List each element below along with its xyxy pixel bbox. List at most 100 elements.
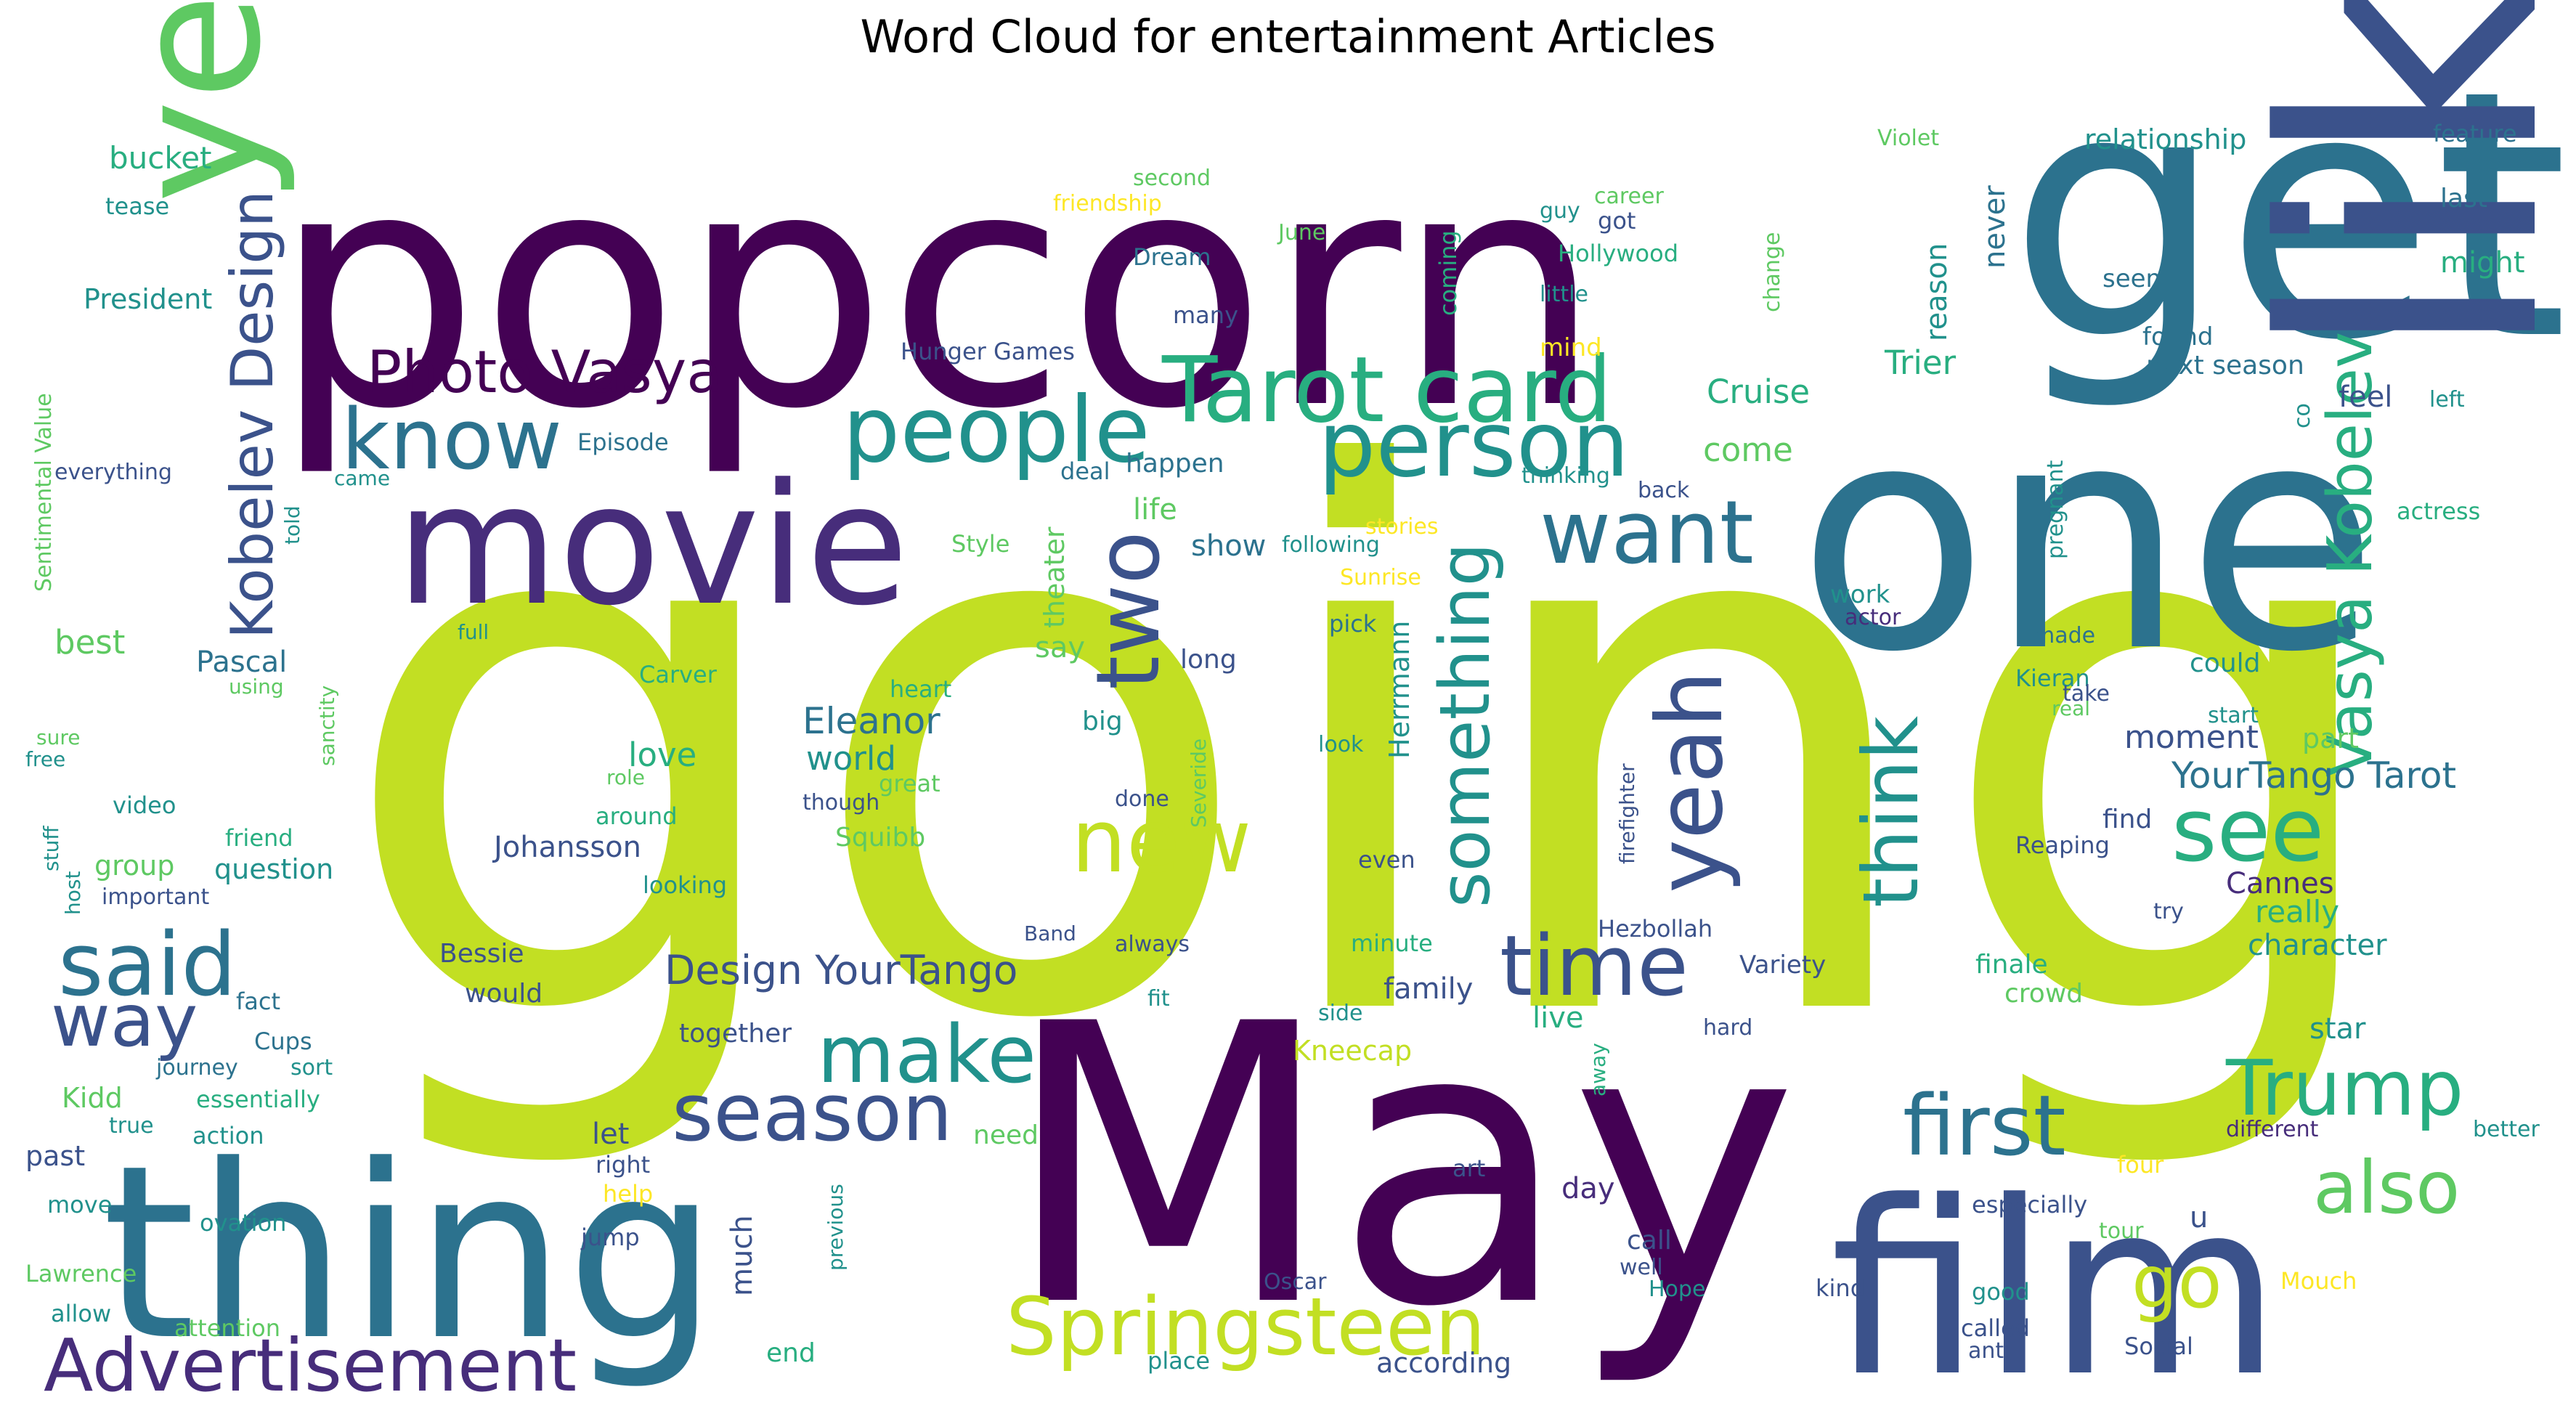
cloud-word: come bbox=[1703, 431, 1793, 469]
cloud-word: go bbox=[2132, 1240, 2222, 1324]
cloud-word: fit bbox=[1147, 986, 1170, 1012]
cloud-word: find bbox=[2102, 805, 2152, 834]
cloud-word: Tarot card bbox=[1161, 338, 1612, 443]
cloud-word: Severide bbox=[1187, 738, 1211, 828]
cloud-word: character bbox=[2248, 929, 2387, 962]
cloud-word: jump bbox=[580, 1224, 640, 1251]
cloud-word: came bbox=[334, 466, 390, 490]
cloud-word: place bbox=[1147, 1347, 1210, 1375]
cloud-word: yeah bbox=[1638, 670, 1743, 893]
cloud-word: allow bbox=[51, 1300, 111, 1327]
cloud-word: moment bbox=[2124, 719, 2259, 756]
cloud-word: see bbox=[2171, 781, 2324, 882]
cloud-word: kind bbox=[1816, 1274, 1865, 1302]
cloud-word: Bessie bbox=[439, 939, 524, 969]
cloud-word: essentially bbox=[196, 1086, 320, 1113]
cloud-word: question bbox=[214, 853, 333, 885]
cloud-word: following bbox=[1282, 532, 1380, 558]
cloud-word: Reaping bbox=[2015, 831, 2110, 859]
cloud-word: two bbox=[1078, 531, 1179, 690]
cloud-word: would bbox=[465, 979, 543, 1009]
cloud-word: little bbox=[1540, 282, 1588, 307]
cloud-word: Hollywood bbox=[1558, 240, 1678, 267]
cloud-word: much bbox=[726, 1215, 759, 1296]
cloud-word: great bbox=[879, 770, 940, 797]
cloud-word: Hunger Games bbox=[901, 338, 1075, 365]
cloud-word: Sunrise bbox=[1340, 565, 1421, 590]
cloud-word: Mouch bbox=[2280, 1267, 2357, 1295]
cloud-word: true bbox=[109, 1113, 154, 1139]
cloud-word: pick bbox=[1329, 610, 1377, 638]
cloud-word: according bbox=[1376, 1347, 1511, 1379]
cloud-word: YourTango Tarot bbox=[2171, 754, 2456, 797]
cloud-word: move bbox=[47, 1191, 112, 1218]
cloud-word: start bbox=[2208, 703, 2259, 728]
cloud-word: well bbox=[1620, 1255, 1663, 1280]
cloud-word: Style bbox=[951, 530, 1009, 558]
cloud-word: career bbox=[1594, 184, 1664, 209]
cloud-word: anti bbox=[1968, 1338, 2010, 1364]
cloud-word: back bbox=[1638, 478, 1690, 503]
cloud-word: Cups bbox=[254, 1027, 312, 1055]
cloud-word: actor bbox=[1845, 605, 1901, 630]
cloud-word: Kneecap bbox=[1293, 1035, 1412, 1067]
cloud-word: work bbox=[1830, 580, 1890, 609]
cloud-word: Vasya Kobelev bbox=[2315, 332, 2386, 777]
cloud-word: best bbox=[54, 623, 125, 662]
cloud-word: second bbox=[1133, 166, 1211, 191]
cloud-word: tease bbox=[105, 192, 169, 220]
cloud-word: May bbox=[1002, 943, 1798, 1391]
cloud-word: really bbox=[2255, 894, 2339, 929]
cloud-word: might bbox=[2440, 246, 2525, 280]
cloud-word: Violet bbox=[1877, 126, 1939, 151]
cloud-word: Advertisement bbox=[44, 1323, 577, 1408]
cloud-word: time bbox=[1500, 918, 1689, 1015]
cloud-word: person bbox=[1318, 392, 1629, 497]
cloud-word: something bbox=[1426, 542, 1506, 908]
cloud-word: feel bbox=[2339, 381, 2392, 414]
cloud-word: world bbox=[806, 739, 896, 778]
cloud-word: heart bbox=[890, 675, 951, 703]
cloud-word: Cannes bbox=[2226, 867, 2334, 900]
cloud-word: going bbox=[334, 318, 2403, 1181]
cloud-word: side bbox=[1318, 1001, 1362, 1026]
cloud-word: people bbox=[842, 378, 1150, 483]
cloud-word: Band bbox=[1024, 921, 1076, 945]
cloud-word: called bbox=[1961, 1314, 2030, 1342]
cloud-word: co bbox=[2290, 403, 2315, 428]
cloud-word: past bbox=[25, 1140, 85, 1172]
cloud-word: hard bbox=[1703, 1015, 1752, 1041]
cloud-word: call bbox=[1627, 1226, 1672, 1256]
cloud-word: family bbox=[1384, 972, 1473, 1006]
cloud-word: day bbox=[1561, 1172, 1615, 1205]
cloud-word: love bbox=[628, 736, 696, 774]
cloud-word: though bbox=[803, 790, 879, 815]
cloud-word: know bbox=[341, 391, 562, 489]
cloud-word: said bbox=[58, 915, 237, 1016]
cloud-word: thinking bbox=[1521, 463, 1610, 489]
cloud-word: want bbox=[1540, 483, 1754, 584]
cloud-word: good bbox=[1972, 1278, 2030, 1306]
cloud-word: Kidd bbox=[62, 1082, 123, 1114]
cloud-word: free bbox=[25, 747, 65, 771]
cloud-word: important bbox=[102, 884, 209, 910]
cloud-word: Hezbollah bbox=[1598, 915, 1712, 943]
cloud-word: never bbox=[1978, 185, 2012, 269]
cloud-word: real bbox=[2052, 696, 2090, 720]
cloud-word: video bbox=[113, 792, 176, 819]
cloud-word: big bbox=[1082, 707, 1123, 736]
cloud-word: full bbox=[458, 620, 489, 644]
cloud-word: help bbox=[603, 1180, 653, 1208]
cloud-word: Johansson bbox=[492, 831, 641, 864]
cloud-word: deal bbox=[1060, 457, 1110, 485]
cloud-word: mind bbox=[1540, 333, 1602, 362]
cloud-word: like bbox=[2211, 0, 2576, 363]
cloud-word: together bbox=[679, 1019, 792, 1049]
cloud-word: even bbox=[1358, 846, 1415, 874]
cloud-word: Hope bbox=[1649, 1277, 1705, 1302]
cloud-word: using bbox=[229, 675, 284, 699]
cloud-word: sanctity bbox=[315, 685, 339, 766]
cloud-word: Oscar bbox=[1264, 1269, 1327, 1295]
cloud-word: actress bbox=[2397, 497, 2480, 525]
cloud-word: Dream bbox=[1133, 243, 1211, 271]
